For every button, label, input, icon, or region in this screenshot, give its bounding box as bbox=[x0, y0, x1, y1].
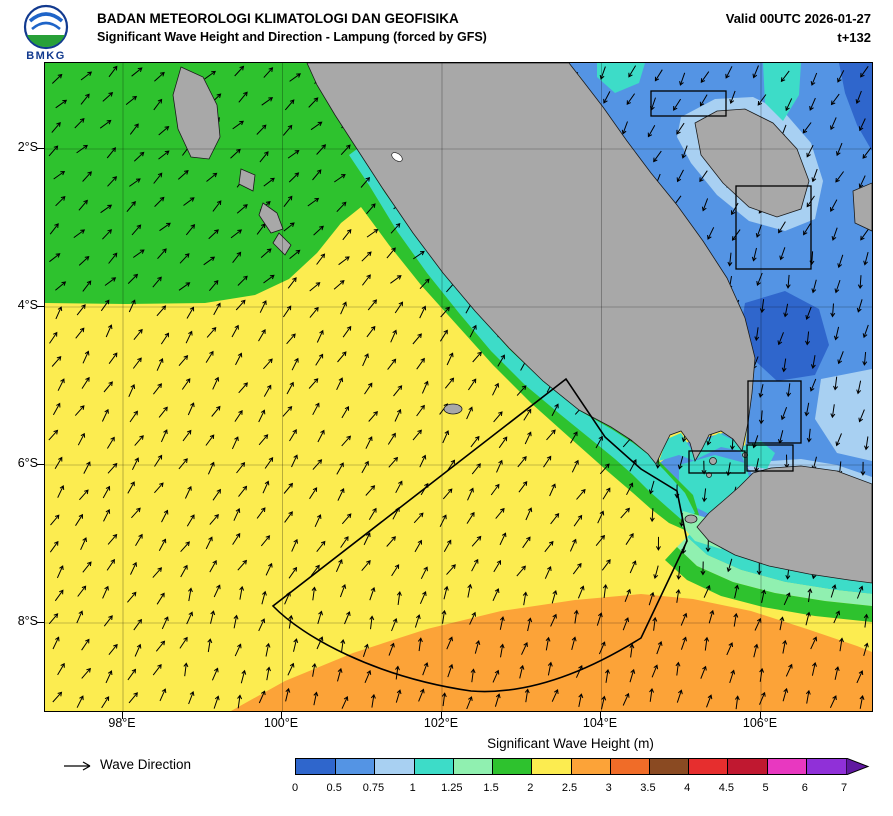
colorbar-tick: 1.25 bbox=[441, 782, 463, 794]
colorbar-tick: 1.5 bbox=[483, 782, 499, 794]
forecast-zones bbox=[271, 90, 812, 693]
sea-patch-darkblue-topright bbox=[839, 63, 872, 151]
land-java bbox=[696, 465, 872, 584]
land-siberut bbox=[172, 66, 221, 160]
earth-wedge-icon bbox=[27, 35, 65, 48]
sea-patch-cyan-bays bbox=[659, 433, 775, 469]
zone-box-4 bbox=[688, 450, 746, 474]
lat-tick bbox=[37, 148, 44, 149]
lon-label-104e: 104°E bbox=[582, 716, 618, 730]
sea-patch-darkblue-mid bbox=[741, 291, 829, 381]
lon-tick bbox=[281, 712, 282, 719]
lon-tick bbox=[600, 712, 601, 719]
zone-box-2 bbox=[735, 185, 812, 270]
lat-label-6s: 6°S bbox=[17, 456, 38, 470]
colorbar-tick: 4.5 bbox=[718, 782, 734, 794]
lat-tick bbox=[37, 306, 44, 307]
zone-box-1 bbox=[650, 90, 727, 117]
lon-tick bbox=[122, 712, 123, 719]
lat-tick bbox=[37, 464, 44, 465]
zone-box-3 bbox=[747, 380, 802, 444]
sea-fringe-cyan-javasouth bbox=[687, 527, 872, 594]
bmkg-logo-text: BMKG bbox=[26, 50, 66, 62]
wave-direction-arrow-icon bbox=[64, 761, 91, 771]
lat-label-8s: 8°S bbox=[17, 614, 38, 628]
wave-direction-label: Wave Direction bbox=[100, 757, 192, 772]
forecast-area-outline bbox=[271, 377, 688, 693]
land-panaitan bbox=[684, 514, 698, 524]
bmkg-logo: BMKG bbox=[23, 4, 69, 62]
sea-patch-cyan-topright bbox=[763, 63, 801, 121]
graticule bbox=[45, 63, 872, 711]
agency-title: BADAN METEOROLOGI KLIMATOLOGI DAN GEOFIS… bbox=[97, 11, 459, 26]
colorbar-tick: 3 bbox=[605, 782, 612, 794]
land-pagai-north bbox=[258, 202, 284, 234]
lake-kerinci bbox=[391, 152, 403, 162]
colorbar-tick: 1 bbox=[409, 782, 416, 794]
lon-label-100e: 100°E bbox=[263, 716, 299, 730]
colorbar-tick: 4 bbox=[684, 782, 691, 794]
colorbar-tick: 7 bbox=[840, 782, 848, 794]
cloud-arc-icon bbox=[28, 12, 64, 23]
land-pagai-south bbox=[272, 232, 292, 256]
land-sebesi bbox=[709, 457, 717, 465]
zone-box-5 bbox=[746, 444, 794, 472]
colorbar-tick: 6 bbox=[801, 782, 808, 794]
wave-height-map bbox=[45, 63, 872, 711]
land-belitung bbox=[852, 182, 872, 232]
sea-region-orange-south bbox=[231, 594, 872, 711]
lon-label-102e: 102°E bbox=[423, 716, 459, 730]
sea-fringe-green-javasouth bbox=[665, 547, 872, 622]
colorbar-tick: 5 bbox=[762, 782, 769, 794]
sea-fringe-mint-javasouth bbox=[677, 537, 872, 606]
map-canvas bbox=[44, 62, 873, 712]
lon-tick bbox=[760, 712, 761, 719]
lon-label-106e: 106°E bbox=[742, 716, 778, 730]
colorbar-tick: 3.5 bbox=[640, 782, 656, 794]
lat-label-4s: 4°S bbox=[17, 298, 38, 312]
colorbar-tick: 0.5 bbox=[326, 782, 342, 794]
colorbar-title: Significant Wave Height (m) bbox=[487, 736, 654, 751]
lead-time: t+132 bbox=[837, 30, 871, 45]
product-title: Significant Wave Height and Direction - … bbox=[97, 30, 487, 44]
land-sipora bbox=[238, 168, 256, 192]
cloud-arc2-icon bbox=[31, 21, 61, 31]
colorbar-overflow-arrow bbox=[846, 758, 870, 775]
colorbar-tick: 2.5 bbox=[561, 782, 578, 794]
land-bangka bbox=[694, 108, 810, 218]
land-layer bbox=[172, 63, 872, 584]
land-enggano bbox=[443, 403, 463, 415]
sea-band-paleblue-javanorth bbox=[747, 459, 872, 487]
sea-fringe-cyan-westcoast bbox=[349, 149, 695, 521]
valid-time: Valid 00UTC 2026-01-27 bbox=[725, 11, 871, 26]
colorbar-tick: 0.75 bbox=[362, 782, 385, 794]
lat-label-2s: 2°S bbox=[17, 140, 38, 154]
lon-label-98e: 98°E bbox=[108, 716, 136, 730]
land-sumatra bbox=[306, 63, 756, 465]
colorbar-tick: 2 bbox=[527, 782, 534, 794]
colorbar-tick: 0 bbox=[291, 782, 299, 794]
lat-tick bbox=[37, 622, 44, 623]
colorbar bbox=[295, 758, 846, 775]
colorbar-tick-labels: 0 0.5 0.75 1 1.25 1.5 2 2.5 3 3.5 4 4.5 5 6 7 bbox=[291, 782, 875, 796]
lon-tick bbox=[441, 712, 442, 719]
